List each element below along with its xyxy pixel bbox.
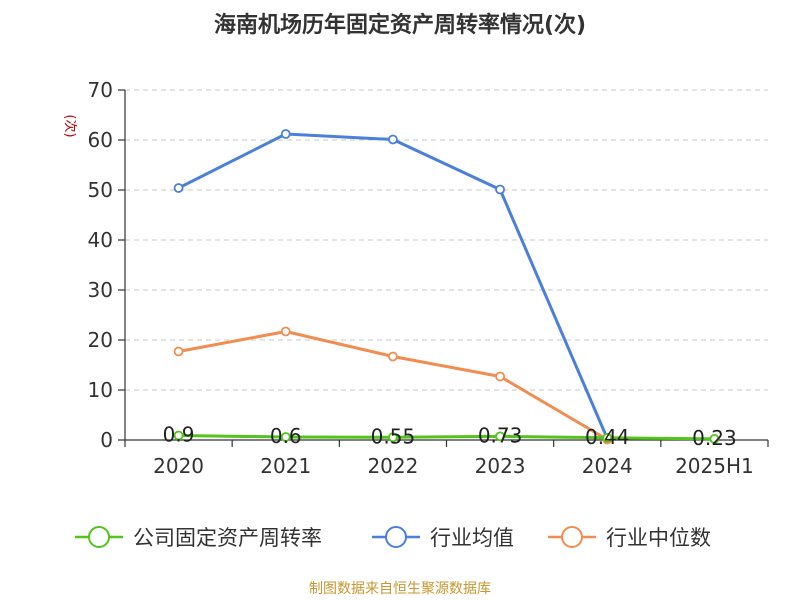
x-tick-label: 2020 xyxy=(153,454,204,478)
x-tick-label: 2023 xyxy=(475,454,526,478)
data-label: 0.55 xyxy=(371,424,416,448)
data-point xyxy=(495,371,505,382)
data-label: 0.23 xyxy=(692,426,737,450)
legend-marker xyxy=(561,526,583,548)
legend-marker xyxy=(385,526,407,548)
data-point xyxy=(388,351,398,362)
y-tick-label: 50 xyxy=(88,178,113,202)
data-point xyxy=(709,433,720,444)
data-point xyxy=(173,346,184,357)
y-tick-label: 40 xyxy=(88,228,113,252)
legend-label: 行业均值 xyxy=(430,526,514,550)
data-point xyxy=(602,432,613,443)
y-tick-label: 0 xyxy=(100,428,113,452)
gridlines xyxy=(125,89,768,391)
chart-title: 海南机场历年固定资产周转率情况(次) xyxy=(214,12,586,38)
series-line xyxy=(177,132,609,440)
y-tick-label: 20 xyxy=(88,328,113,352)
data-label: 0.9 xyxy=(163,423,195,447)
legend: 公司固定资产周转率 行业均值 行业中位数 xyxy=(75,526,711,550)
data-point xyxy=(173,430,184,441)
legend-label: 行业中位数 xyxy=(606,526,711,550)
source-note: 制图数据来自恒生聚源数据库 xyxy=(309,581,491,597)
data-labels: 0.9 0.6 0.55 0.73 0.44 0.23 xyxy=(163,423,737,450)
data-point xyxy=(495,431,505,442)
legend-item: 公司固定资产周转率 xyxy=(75,526,322,550)
legend-marker xyxy=(88,526,110,548)
data-point xyxy=(280,432,291,442)
legend-item: 行业均值 xyxy=(372,526,514,550)
data-point xyxy=(495,184,505,195)
data-point xyxy=(388,134,398,145)
series-line xyxy=(178,434,715,441)
legend-item: 行业中位数 xyxy=(548,526,711,550)
data-label: 0.73 xyxy=(478,423,523,447)
data-point xyxy=(173,183,184,193)
x-tick-label: 2024 xyxy=(582,454,633,478)
y-tick-label: 30 xyxy=(88,278,113,302)
data-label: 0.44 xyxy=(585,425,630,449)
x-tick-label: 2022 xyxy=(367,454,418,478)
data-point xyxy=(280,129,291,139)
y-tick-label: 70 xyxy=(88,78,113,102)
data-label: 0.6 xyxy=(270,424,302,448)
data-point xyxy=(280,326,291,337)
y-tick-label: 10 xyxy=(88,378,113,402)
x-tick-label: 2025H1 xyxy=(675,454,754,478)
y-axis-label: (次) xyxy=(62,114,78,137)
data-point xyxy=(388,432,398,443)
axes: 0 10 20 30 40 50 60 70 2020 2021 2022 2023 2024 2025H… xyxy=(88,78,769,478)
legend-label: 公司固定资产周转率 xyxy=(133,526,322,550)
series-layer xyxy=(173,129,720,445)
y-tick-label: 60 xyxy=(88,128,113,152)
x-tick-label: 2021 xyxy=(260,454,311,478)
